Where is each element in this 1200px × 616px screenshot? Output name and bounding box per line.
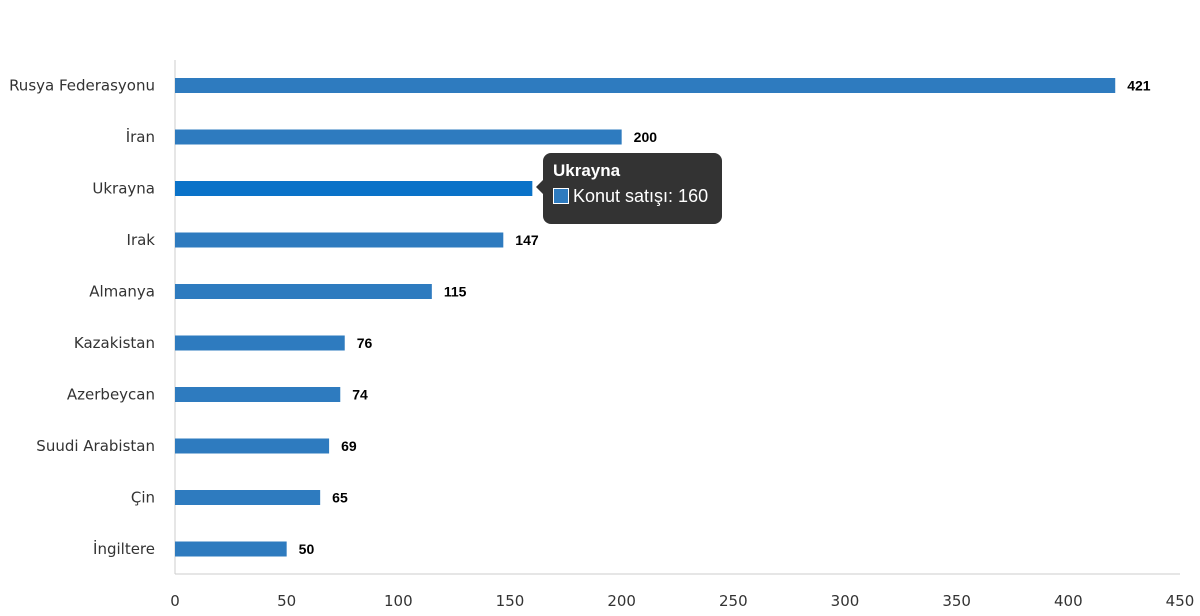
x-tick-label: 300: [831, 592, 860, 610]
bar-layer: [175, 78, 1116, 557]
data-label: 421: [1127, 78, 1151, 94]
tooltip-series-label: Konut satışı: 160: [573, 186, 709, 206]
category-label: İran: [126, 127, 155, 146]
data-label: 65: [332, 490, 348, 506]
data-label: 115: [444, 284, 467, 300]
category-label: Ukrayna: [92, 180, 155, 198]
bar[interactable]: [175, 541, 287, 557]
category-label: Almanya: [89, 283, 155, 301]
x-tick-label: 250: [719, 592, 748, 610]
axis-layer: [174, 60, 1180, 575]
category-label: Suudi Arabistan: [36, 437, 155, 455]
tooltip-row: Konut satışı: 160: [553, 185, 712, 207]
data-label: 200: [634, 129, 658, 145]
category-label: Rusya Federasyonu: [9, 77, 155, 95]
bar[interactable]: [175, 335, 345, 351]
data-label: 147: [515, 232, 539, 248]
x-tick-label: 0: [170, 592, 180, 610]
data-label: 74: [352, 387, 368, 403]
x-tick-label: 50: [277, 592, 296, 610]
bar[interactable]: [175, 387, 341, 402]
tooltip-title: Ukrayna: [553, 161, 621, 180]
x-tick-label: 200: [607, 592, 636, 610]
category-label: Çin: [131, 489, 155, 507]
x-tick-label: 100: [384, 592, 413, 610]
x-tick-label: 350: [942, 592, 971, 610]
data-label: 69: [341, 438, 357, 454]
data-label: 50: [299, 541, 315, 557]
category-label: Azerbeycan: [67, 386, 155, 404]
category-label: Irak: [127, 231, 156, 249]
tooltip: Ukrayna Konut satışı: 160: [536, 153, 722, 224]
category-label: İngiltere: [93, 539, 155, 558]
x-tick-label: 150: [496, 592, 525, 610]
bar[interactable]: [175, 438, 330, 454]
x-tick-label: 400: [1054, 592, 1083, 610]
bar[interactable]: [175, 284, 432, 299]
x-tick-label: 450: [1166, 592, 1195, 610]
bar[interactable]: [175, 129, 622, 145]
bar[interactable]: [175, 232, 504, 248]
tooltip-series-swatch: [553, 188, 569, 204]
category-label: Kazakistan: [74, 334, 155, 352]
data-label: 76: [357, 335, 373, 351]
bar[interactable]: [175, 490, 321, 505]
bar[interactable]: [175, 181, 533, 196]
label-layer: 0 50 100 150 200 250 300 350 400 450 Rusya Federas…: [9, 77, 1194, 611]
bar[interactable]: [175, 78, 1116, 93]
